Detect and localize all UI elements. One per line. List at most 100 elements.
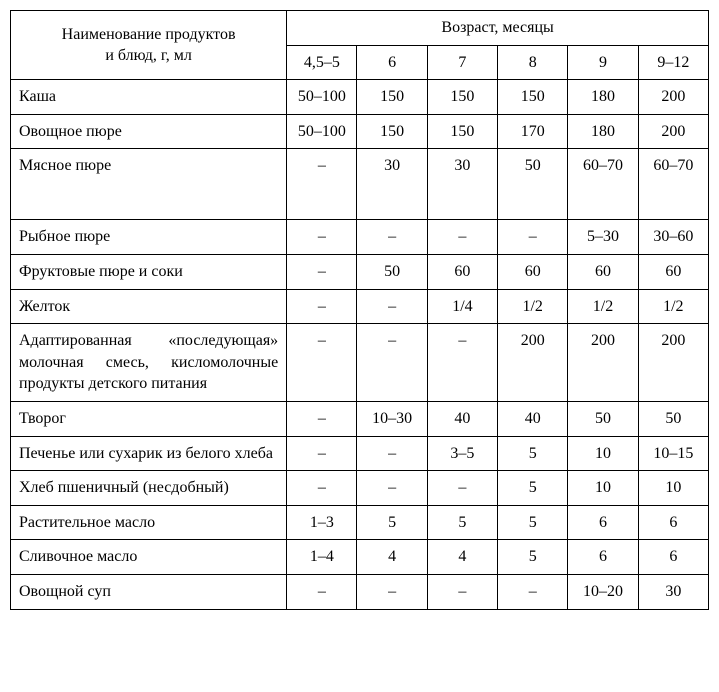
value-cell: 150 <box>427 114 497 149</box>
value-cell: – <box>357 324 427 402</box>
value-cell: 150 <box>357 114 427 149</box>
value-cell: – <box>498 220 568 255</box>
value-cell: – <box>427 324 497 402</box>
value-cell: 30 <box>427 149 497 220</box>
value-cell: – <box>287 401 357 436</box>
value-cell: 60–70 <box>638 149 708 220</box>
value-cell: 6 <box>638 505 708 540</box>
value-cell: 30–60 <box>638 220 708 255</box>
value-cell: 50 <box>568 401 638 436</box>
value-cell: 10 <box>638 471 708 506</box>
value-cell: 150 <box>498 80 568 115</box>
product-name-cell: Фруктовые пюре и соки <box>11 254 287 289</box>
value-cell: 200 <box>638 80 708 115</box>
value-cell: 1–3 <box>287 505 357 540</box>
value-cell: 60 <box>568 254 638 289</box>
product-name-cell: Хлеб пшеничный (несдоб­ный) <box>11 471 287 506</box>
value-cell: 50 <box>357 254 427 289</box>
table-row: Мясное пюре–30305060–7060–70 <box>11 149 709 220</box>
value-cell: – <box>287 324 357 402</box>
product-name-cell: Сливочное масло <box>11 540 287 575</box>
value-cell: – <box>287 436 357 471</box>
value-cell: 5 <box>498 436 568 471</box>
table-row: Сливочное масло1–444566 <box>11 540 709 575</box>
table-row: Желток––1/41/21/21/2 <box>11 289 709 324</box>
value-cell: 3–5 <box>427 436 497 471</box>
value-cell: – <box>287 254 357 289</box>
value-cell: – <box>357 220 427 255</box>
value-cell: 60 <box>638 254 708 289</box>
value-cell: 5 <box>498 505 568 540</box>
table-row: Растительное масло1–355566 <box>11 505 709 540</box>
value-cell: 6 <box>568 505 638 540</box>
value-cell: 5 <box>498 471 568 506</box>
table-row: Творог–10–3040405050 <box>11 401 709 436</box>
value-cell: 180 <box>568 114 638 149</box>
value-cell: – <box>287 220 357 255</box>
col-header-name-line2: и блюд, г, мл <box>105 47 191 64</box>
col-header-age-4: 9 <box>568 45 638 80</box>
value-cell: 30 <box>638 574 708 609</box>
value-cell: – <box>498 574 568 609</box>
value-cell: 40 <box>427 401 497 436</box>
col-header-age-3: 8 <box>498 45 568 80</box>
table-head: Наименование продуктов и блюд, г, мл Воз… <box>11 11 709 80</box>
feeding-table: Наименование продуктов и блюд, г, мл Воз… <box>10 10 709 610</box>
col-header-name-line1: Наименование продуктов <box>62 26 236 43</box>
value-cell: 6 <box>638 540 708 575</box>
table-row: Адаптированная «последу­ющая» молочная с… <box>11 324 709 402</box>
value-cell: 200 <box>568 324 638 402</box>
value-cell: – <box>427 220 497 255</box>
value-cell: 1–4 <box>287 540 357 575</box>
value-cell: 150 <box>357 80 427 115</box>
table-row: Овощное пюре50–100150150170180200 <box>11 114 709 149</box>
col-header-age-1: 6 <box>357 45 427 80</box>
table-row: Хлеб пшеничный (несдоб­ный)–––51010 <box>11 471 709 506</box>
value-cell: – <box>357 436 427 471</box>
table-row: Каша50–100150150150180200 <box>11 80 709 115</box>
value-cell: 5–30 <box>568 220 638 255</box>
value-cell: 1/2 <box>568 289 638 324</box>
value-cell: 10–30 <box>357 401 427 436</box>
value-cell: 200 <box>498 324 568 402</box>
value-cell: 1/2 <box>498 289 568 324</box>
product-name-cell: Рыбное пюре <box>11 220 287 255</box>
product-name-cell: Мясное пюре <box>11 149 287 220</box>
col-header-name: Наименование продуктов и блюд, г, мл <box>11 11 287 80</box>
table-row: Рыбное пюре––––5–3030–60 <box>11 220 709 255</box>
product-name-cell: Овощное пюре <box>11 114 287 149</box>
value-cell: – <box>287 289 357 324</box>
value-cell: 50–100 <box>287 114 357 149</box>
product-name-cell: Овощной суп <box>11 574 287 609</box>
col-header-age-5: 9–12 <box>638 45 708 80</box>
value-cell: 4 <box>427 540 497 575</box>
product-name-cell: Каша <box>11 80 287 115</box>
value-cell: 10 <box>568 471 638 506</box>
value-cell: 50–100 <box>287 80 357 115</box>
col-header-age-0: 4,5–5 <box>287 45 357 80</box>
value-cell: 40 <box>498 401 568 436</box>
value-cell: – <box>427 471 497 506</box>
product-name-cell: Растительное масло <box>11 505 287 540</box>
value-cell: – <box>357 471 427 506</box>
value-cell: – <box>287 149 357 220</box>
product-name-cell: Желток <box>11 289 287 324</box>
value-cell: 10–20 <box>568 574 638 609</box>
value-cell: 200 <box>638 324 708 402</box>
table-row: Печенье или сухарик из бе­лого хлеба––3–… <box>11 436 709 471</box>
value-cell: 10 <box>568 436 638 471</box>
value-cell: 5 <box>427 505 497 540</box>
value-cell: – <box>287 574 357 609</box>
col-header-age-group: Возраст, месяцы <box>287 11 709 46</box>
value-cell: 180 <box>568 80 638 115</box>
table-body: Каша50–100150150150180200Овощное пюре50–… <box>11 80 709 609</box>
table-row: Овощной суп––––10–2030 <box>11 574 709 609</box>
value-cell: 5 <box>498 540 568 575</box>
value-cell: 6 <box>568 540 638 575</box>
value-cell: 1/4 <box>427 289 497 324</box>
product-name-cell: Печенье или сухарик из бе­лого хлеба <box>11 436 287 471</box>
product-name-cell: Творог <box>11 401 287 436</box>
value-cell: 30 <box>357 149 427 220</box>
product-name-cell: Адаптированная «последу­ющая» молочная с… <box>11 324 287 402</box>
value-cell: 10–15 <box>638 436 708 471</box>
